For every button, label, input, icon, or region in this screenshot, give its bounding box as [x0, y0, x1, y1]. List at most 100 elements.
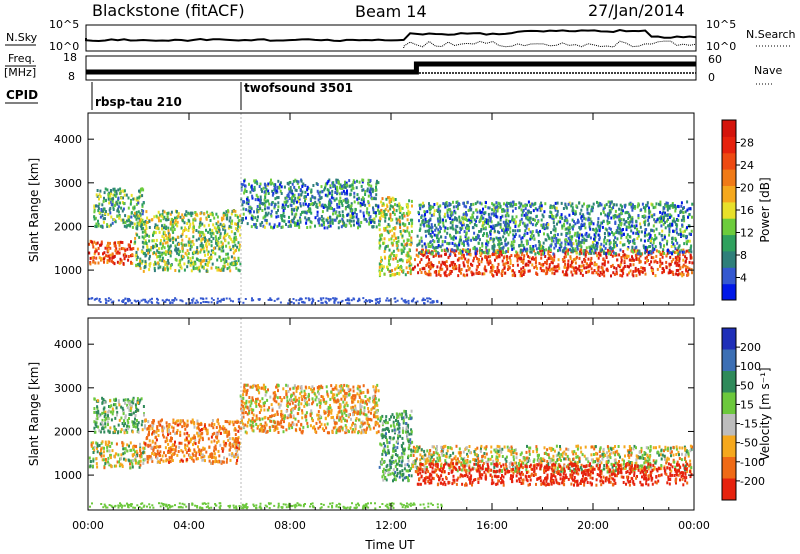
echo-cell	[221, 218, 223, 222]
echo-cell	[522, 221, 525, 225]
echo-cell	[468, 208, 471, 212]
echo-cell	[672, 217, 675, 221]
echo-cell	[614, 236, 617, 240]
echo-cell	[463, 243, 465, 247]
echo-cell	[141, 204, 144, 208]
nsky-label: N.Sky	[6, 31, 38, 44]
echo-cell	[205, 241, 208, 245]
echo-cell	[570, 261, 573, 265]
echo-cell	[690, 250, 693, 254]
echo-cell	[385, 299, 388, 302]
echo-cell	[110, 203, 113, 207]
echo-cell	[184, 226, 187, 230]
echo-cell	[135, 210, 138, 214]
echo-cell	[550, 231, 552, 234]
echo-cell	[173, 237, 176, 241]
echo-cell	[279, 181, 282, 185]
echo-cell	[119, 257, 122, 261]
echo-cell	[239, 262, 242, 266]
echo-cell	[590, 209, 593, 213]
echo-cell	[153, 266, 156, 270]
echo-cell	[428, 202, 430, 206]
echo-cell	[92, 245, 95, 249]
echo-cell	[683, 250, 686, 254]
echo-cell	[394, 256, 397, 260]
echo-cell	[213, 246, 216, 250]
echo-cell	[168, 299, 170, 302]
echo-cell	[482, 216, 485, 220]
echo-cell	[566, 273, 569, 277]
echo-cell	[124, 248, 127, 252]
echo-cell	[404, 229, 407, 233]
echo-cell	[189, 211, 192, 215]
echo-band-0	[88, 440, 146, 470]
echo-cell	[668, 233, 671, 237]
echo-cell	[637, 202, 640, 206]
echo-cell	[146, 246, 149, 250]
echo-cell	[473, 231, 476, 235]
echo-cell	[647, 218, 650, 222]
echo-cell	[620, 236, 623, 240]
echo-cell	[481, 244, 484, 248]
echo-cell	[109, 454, 112, 457]
echo-cell	[620, 223, 623, 227]
echo-cell	[156, 226, 159, 230]
echo-cell	[332, 196, 335, 200]
echo-cell	[312, 184, 315, 187]
echo-cell	[672, 229, 674, 233]
echo-cell	[564, 262, 567, 266]
echo-cell	[479, 209, 481, 213]
echo-cell	[292, 302, 295, 305]
echo-cell	[362, 178, 365, 182]
echo-cell	[555, 237, 558, 240]
echo-cell	[406, 251, 409, 255]
echo-cell	[91, 446, 94, 450]
echo-cell	[209, 228, 211, 232]
echo-cell	[100, 209, 103, 212]
echo-cell	[111, 199, 114, 203]
echo-cell	[646, 259, 648, 263]
echo-cell	[578, 244, 581, 248]
echo-cell	[545, 238, 548, 242]
echo-cell	[391, 273, 394, 277]
echo-cell	[598, 274, 601, 277]
echo-cell	[678, 250, 681, 254]
echo-cell	[197, 267, 200, 271]
echo-cell	[592, 227, 595, 231]
echo-cell	[399, 267, 402, 271]
echo-cell	[640, 266, 643, 270]
echo-cell	[583, 266, 586, 270]
echo-cell	[677, 205, 680, 209]
echo-cell	[144, 261, 147, 265]
echo-cell	[135, 300, 138, 303]
echo-cell	[618, 265, 621, 269]
echo-cell	[167, 259, 170, 263]
echo-cell	[426, 272, 429, 276]
echo-cell	[523, 254, 526, 258]
echo-cell	[543, 251, 546, 255]
echo-cell	[277, 297, 280, 300]
echo-cell	[565, 270, 568, 274]
echo-cell	[198, 230, 201, 234]
echo-cell	[547, 257, 550, 261]
echo-cell	[282, 211, 285, 215]
echo-cell	[512, 273, 515, 277]
echo-cell	[250, 207, 253, 211]
echo-cell	[437, 254, 440, 258]
echo-cell	[618, 231, 620, 235]
echo-cell	[443, 229, 446, 233]
echo-cell	[649, 235, 652, 239]
echo-cell	[304, 199, 306, 203]
echo-cell	[433, 249, 436, 252]
echo-cell	[682, 216, 685, 220]
echo-cell	[204, 243, 207, 247]
echo-cell	[299, 202, 302, 206]
echo-cell	[347, 297, 350, 300]
echo-cell	[205, 228, 207, 232]
echo-cell	[98, 256, 101, 260]
echo-cell	[308, 298, 311, 301]
echo-cell	[297, 302, 300, 305]
echo-cell	[130, 193, 133, 197]
echo-cell	[400, 258, 403, 262]
echo-cell	[88, 251, 91, 255]
